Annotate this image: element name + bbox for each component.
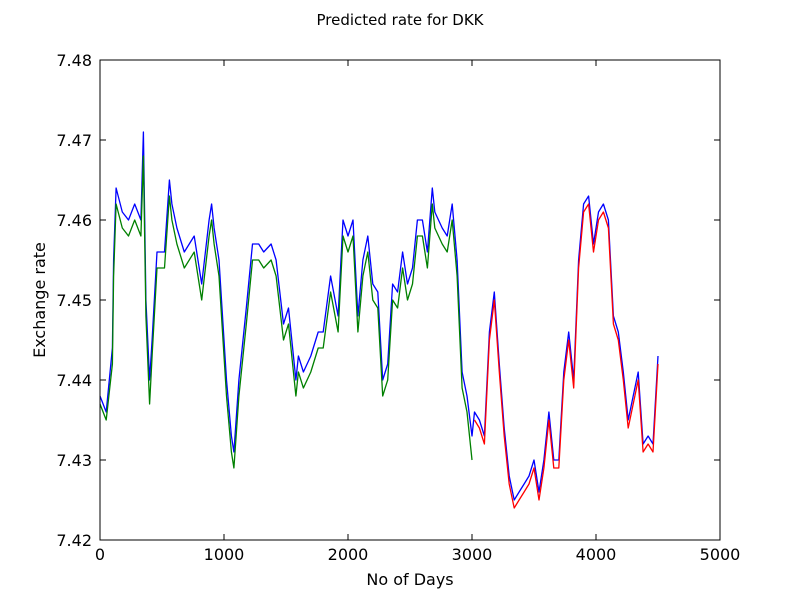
x-tick-label: 0 [95, 545, 105, 564]
series-line-2 [473, 203, 659, 509]
x-tick-label: 2000 [328, 545, 369, 564]
plot-frame [99, 59, 721, 541]
y-tick-label: 7.45 [56, 291, 92, 310]
y-axis-ticks: 7.42 7.43 7.44 7.45 7.46 7.47 7.48 [56, 51, 720, 550]
series-line-1 [99, 155, 473, 469]
y-tick-label: 7.47 [56, 131, 92, 150]
x-tick-label: 5000 [700, 545, 741, 564]
y-tick-label: 7.44 [56, 371, 92, 390]
plot-lines [99, 131, 659, 509]
x-tick-label: 4000 [576, 545, 617, 564]
y-tick-label: 7.42 [56, 531, 92, 550]
x-axis-ticks: 0 1000 2000 3000 4000 5000 [95, 60, 740, 564]
y-tick-label: 7.48 [56, 51, 92, 70]
x-tick-label: 3000 [452, 545, 493, 564]
y-tick-label: 7.46 [56, 211, 92, 230]
y-axis-title: Exchange rate [30, 242, 49, 358]
y-tick-label: 7.43 [56, 451, 92, 470]
chart-title: Predicted rate for DKK [316, 11, 484, 29]
x-tick-label: 1000 [204, 545, 245, 564]
series-line-0 [99, 131, 659, 501]
x-axis-title: No of Days [366, 570, 453, 589]
